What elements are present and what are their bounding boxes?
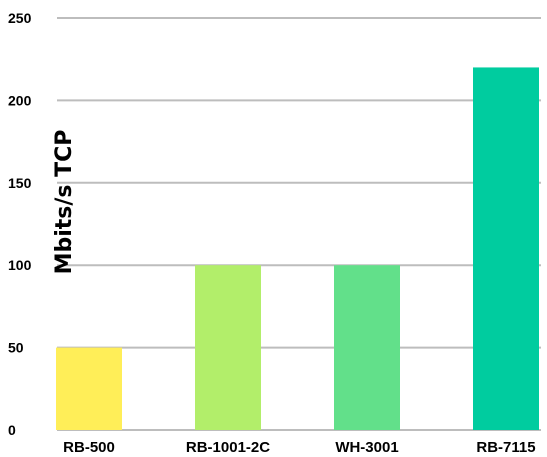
y-tick-label: 200 (8, 92, 32, 108)
y-axis-ticks: 0 50 100 150 200 250 (8, 10, 32, 438)
bar-wh-3001 (334, 265, 400, 430)
bars (56, 67, 539, 430)
x-category-label: RB-1001-2C (186, 439, 270, 456)
y-tick-label: 50 (8, 340, 24, 356)
y-tick-label: 100 (8, 257, 32, 273)
bar-rb-7115 (473, 67, 539, 430)
y-axis-label: Mbits/s TCP (52, 130, 77, 275)
gridlines (57, 17, 541, 431)
x-category-label: RB-7115 (476, 439, 535, 456)
x-axis-labels: RB-500 RB-1001-2C WH-3001 RB-7115 (63, 439, 535, 456)
bar-rb-1001-2c (195, 265, 261, 430)
y-tick-label: 0 (8, 422, 16, 438)
bar-rb-500 (56, 347, 122, 430)
y-tick-label: 250 (8, 10, 32, 26)
x-category-label: WH-3001 (335, 439, 398, 456)
x-category-label: RB-500 (63, 439, 115, 456)
y-tick-label: 150 (8, 175, 32, 191)
